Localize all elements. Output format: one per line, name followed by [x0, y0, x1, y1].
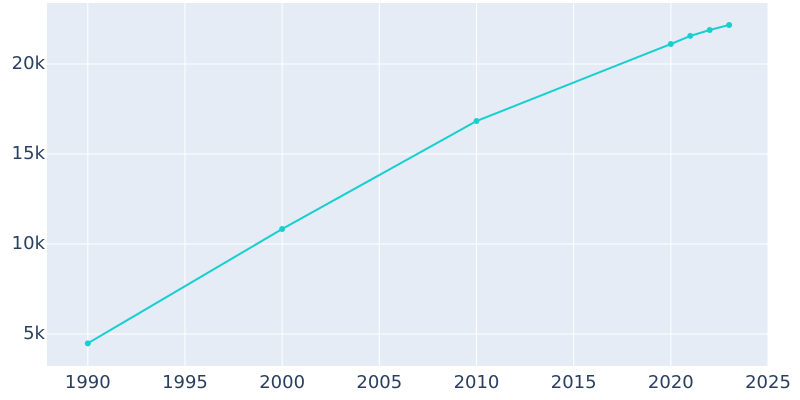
point [473, 118, 480, 125]
x-tick-label: 1995 [162, 372, 208, 393]
point [687, 32, 694, 39]
x-tick-label: 2005 [356, 372, 402, 393]
point [667, 41, 674, 48]
x-tick-label: 2020 [648, 372, 694, 393]
x-tick-label: 2025 [745, 372, 791, 393]
y-tick-label: 15k [12, 143, 46, 164]
point [84, 340, 91, 347]
x-tick-label: 2015 [551, 372, 597, 393]
point [706, 26, 713, 33]
x-tick-label: 2010 [454, 372, 500, 393]
point [279, 226, 286, 233]
x-tick-label: 2000 [259, 372, 305, 393]
x-tick-label: 1990 [65, 372, 111, 393]
plot-area [47, 3, 768, 366]
y-tick-label: 5k [23, 323, 45, 344]
y-tick-label: 20k [12, 53, 46, 74]
y-tick-label: 10k [12, 233, 46, 254]
point [726, 21, 733, 28]
